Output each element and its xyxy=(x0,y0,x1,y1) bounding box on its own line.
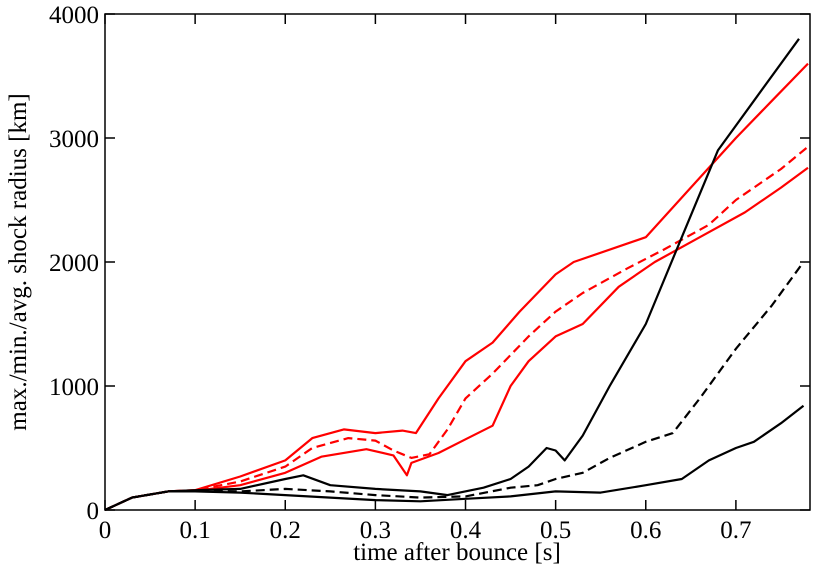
series-line xyxy=(104,62,809,511)
x-tick-label: 0 xyxy=(99,517,112,544)
plot-frame xyxy=(104,13,811,511)
x-tick-label: 0.3 xyxy=(360,517,391,544)
y-tick-label: 3000 xyxy=(49,126,99,153)
x-tick-label: 0.1 xyxy=(180,517,211,544)
y-tick-label: 1000 xyxy=(49,374,99,401)
x-axis-label: time after bounce [s] xyxy=(353,539,561,566)
series-line xyxy=(104,145,809,511)
x-tick-label: 0.4 xyxy=(450,517,482,544)
x-tick-label: 0.6 xyxy=(630,517,661,544)
series-line xyxy=(104,261,805,511)
series-line xyxy=(104,38,800,511)
series-line xyxy=(104,166,809,511)
x-tick-label: 0.5 xyxy=(540,517,571,544)
y-tick-label: 4000 xyxy=(49,2,99,29)
y-axis-label: max./min./avg. shock radius [km] xyxy=(5,93,32,430)
y-tick-label: 2000 xyxy=(49,250,99,277)
series-line xyxy=(104,404,805,511)
y-tick-label: 0 xyxy=(87,498,100,525)
x-tick-label: 0.2 xyxy=(270,517,301,544)
x-tick-label: 0.7 xyxy=(720,517,751,544)
